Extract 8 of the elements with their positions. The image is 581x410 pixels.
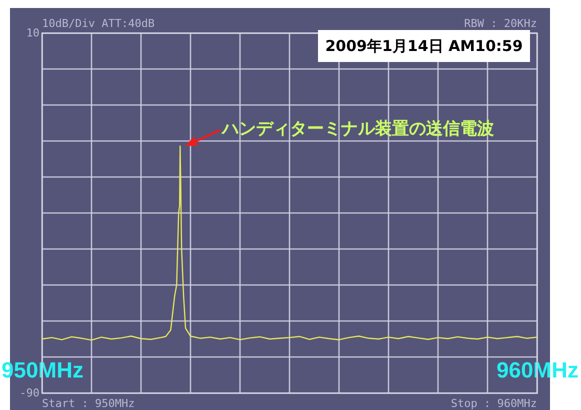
text: RBW : 20KHz [464,17,537,30]
text: 10dB/Div ATT:40dB [42,17,155,30]
text: Stop : 960MHz [450,397,537,410]
text: Start : 950MHz [42,397,135,410]
y-tick-label: -90 [20,386,40,400]
annotation: 2009年1月14日 AM10:59 [318,30,530,62]
y-tick-label: 10 [26,26,40,40]
line-series [41,145,538,341]
